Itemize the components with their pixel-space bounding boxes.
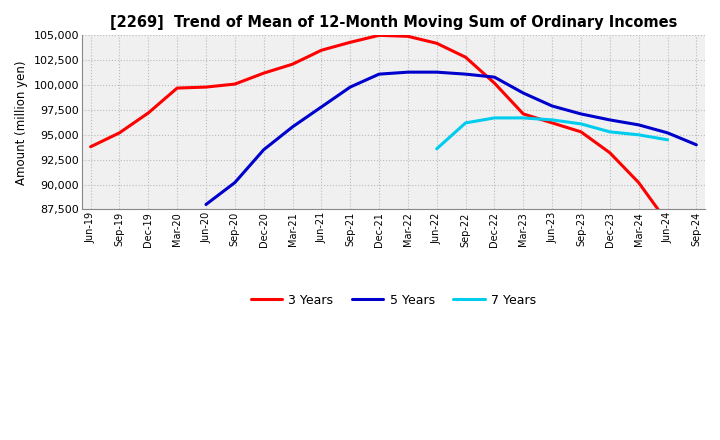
7 Years [433, 146, 441, 151]
5 Years [346, 84, 354, 90]
3 Years [433, 40, 441, 46]
3 Years [230, 81, 239, 87]
3 Years [86, 144, 95, 150]
5 Years [230, 180, 239, 185]
7 Years [462, 120, 470, 125]
3 Years [374, 33, 383, 38]
Y-axis label: Amount (million yen): Amount (million yen) [15, 60, 28, 185]
5 Years [404, 70, 413, 75]
3 Years [173, 85, 181, 91]
5 Years [374, 71, 383, 77]
3 Years [548, 120, 557, 125]
7 Years [606, 129, 614, 135]
3 Years [404, 34, 413, 39]
5 Years [634, 122, 643, 128]
5 Years [490, 74, 499, 80]
3 Years [115, 130, 124, 136]
3 Years [606, 150, 614, 155]
5 Years [577, 111, 585, 117]
5 Years [692, 142, 701, 147]
5 Years [462, 71, 470, 77]
3 Years [634, 180, 643, 185]
3 Years [663, 220, 672, 225]
5 Years [433, 70, 441, 75]
3 Years [346, 40, 354, 45]
3 Years [317, 48, 325, 53]
3 Years [144, 110, 153, 116]
Line: 5 Years: 5 Years [206, 72, 696, 205]
5 Years [288, 124, 297, 129]
3 Years [490, 81, 499, 86]
5 Years [259, 147, 268, 152]
5 Years [202, 202, 210, 207]
3 Years [519, 111, 528, 117]
7 Years [490, 115, 499, 121]
3 Years [259, 70, 268, 76]
5 Years [663, 130, 672, 136]
3 Years [462, 55, 470, 60]
Line: 3 Years: 3 Years [91, 35, 667, 222]
7 Years [548, 117, 557, 123]
Title: [2269]  Trend of Mean of 12-Month Moving Sum of Ordinary Incomes: [2269] Trend of Mean of 12-Month Moving … [109, 15, 678, 30]
3 Years [288, 62, 297, 67]
5 Years [606, 117, 614, 123]
Legend: 3 Years, 5 Years, 7 Years: 3 Years, 5 Years, 7 Years [246, 289, 541, 312]
3 Years [202, 84, 210, 90]
Line: 7 Years: 7 Years [437, 118, 667, 149]
7 Years [519, 115, 528, 121]
7 Years [577, 121, 585, 127]
5 Years [548, 103, 557, 109]
7 Years [663, 137, 672, 143]
5 Years [519, 90, 528, 95]
5 Years [317, 104, 325, 110]
7 Years [634, 132, 643, 137]
3 Years [577, 129, 585, 135]
